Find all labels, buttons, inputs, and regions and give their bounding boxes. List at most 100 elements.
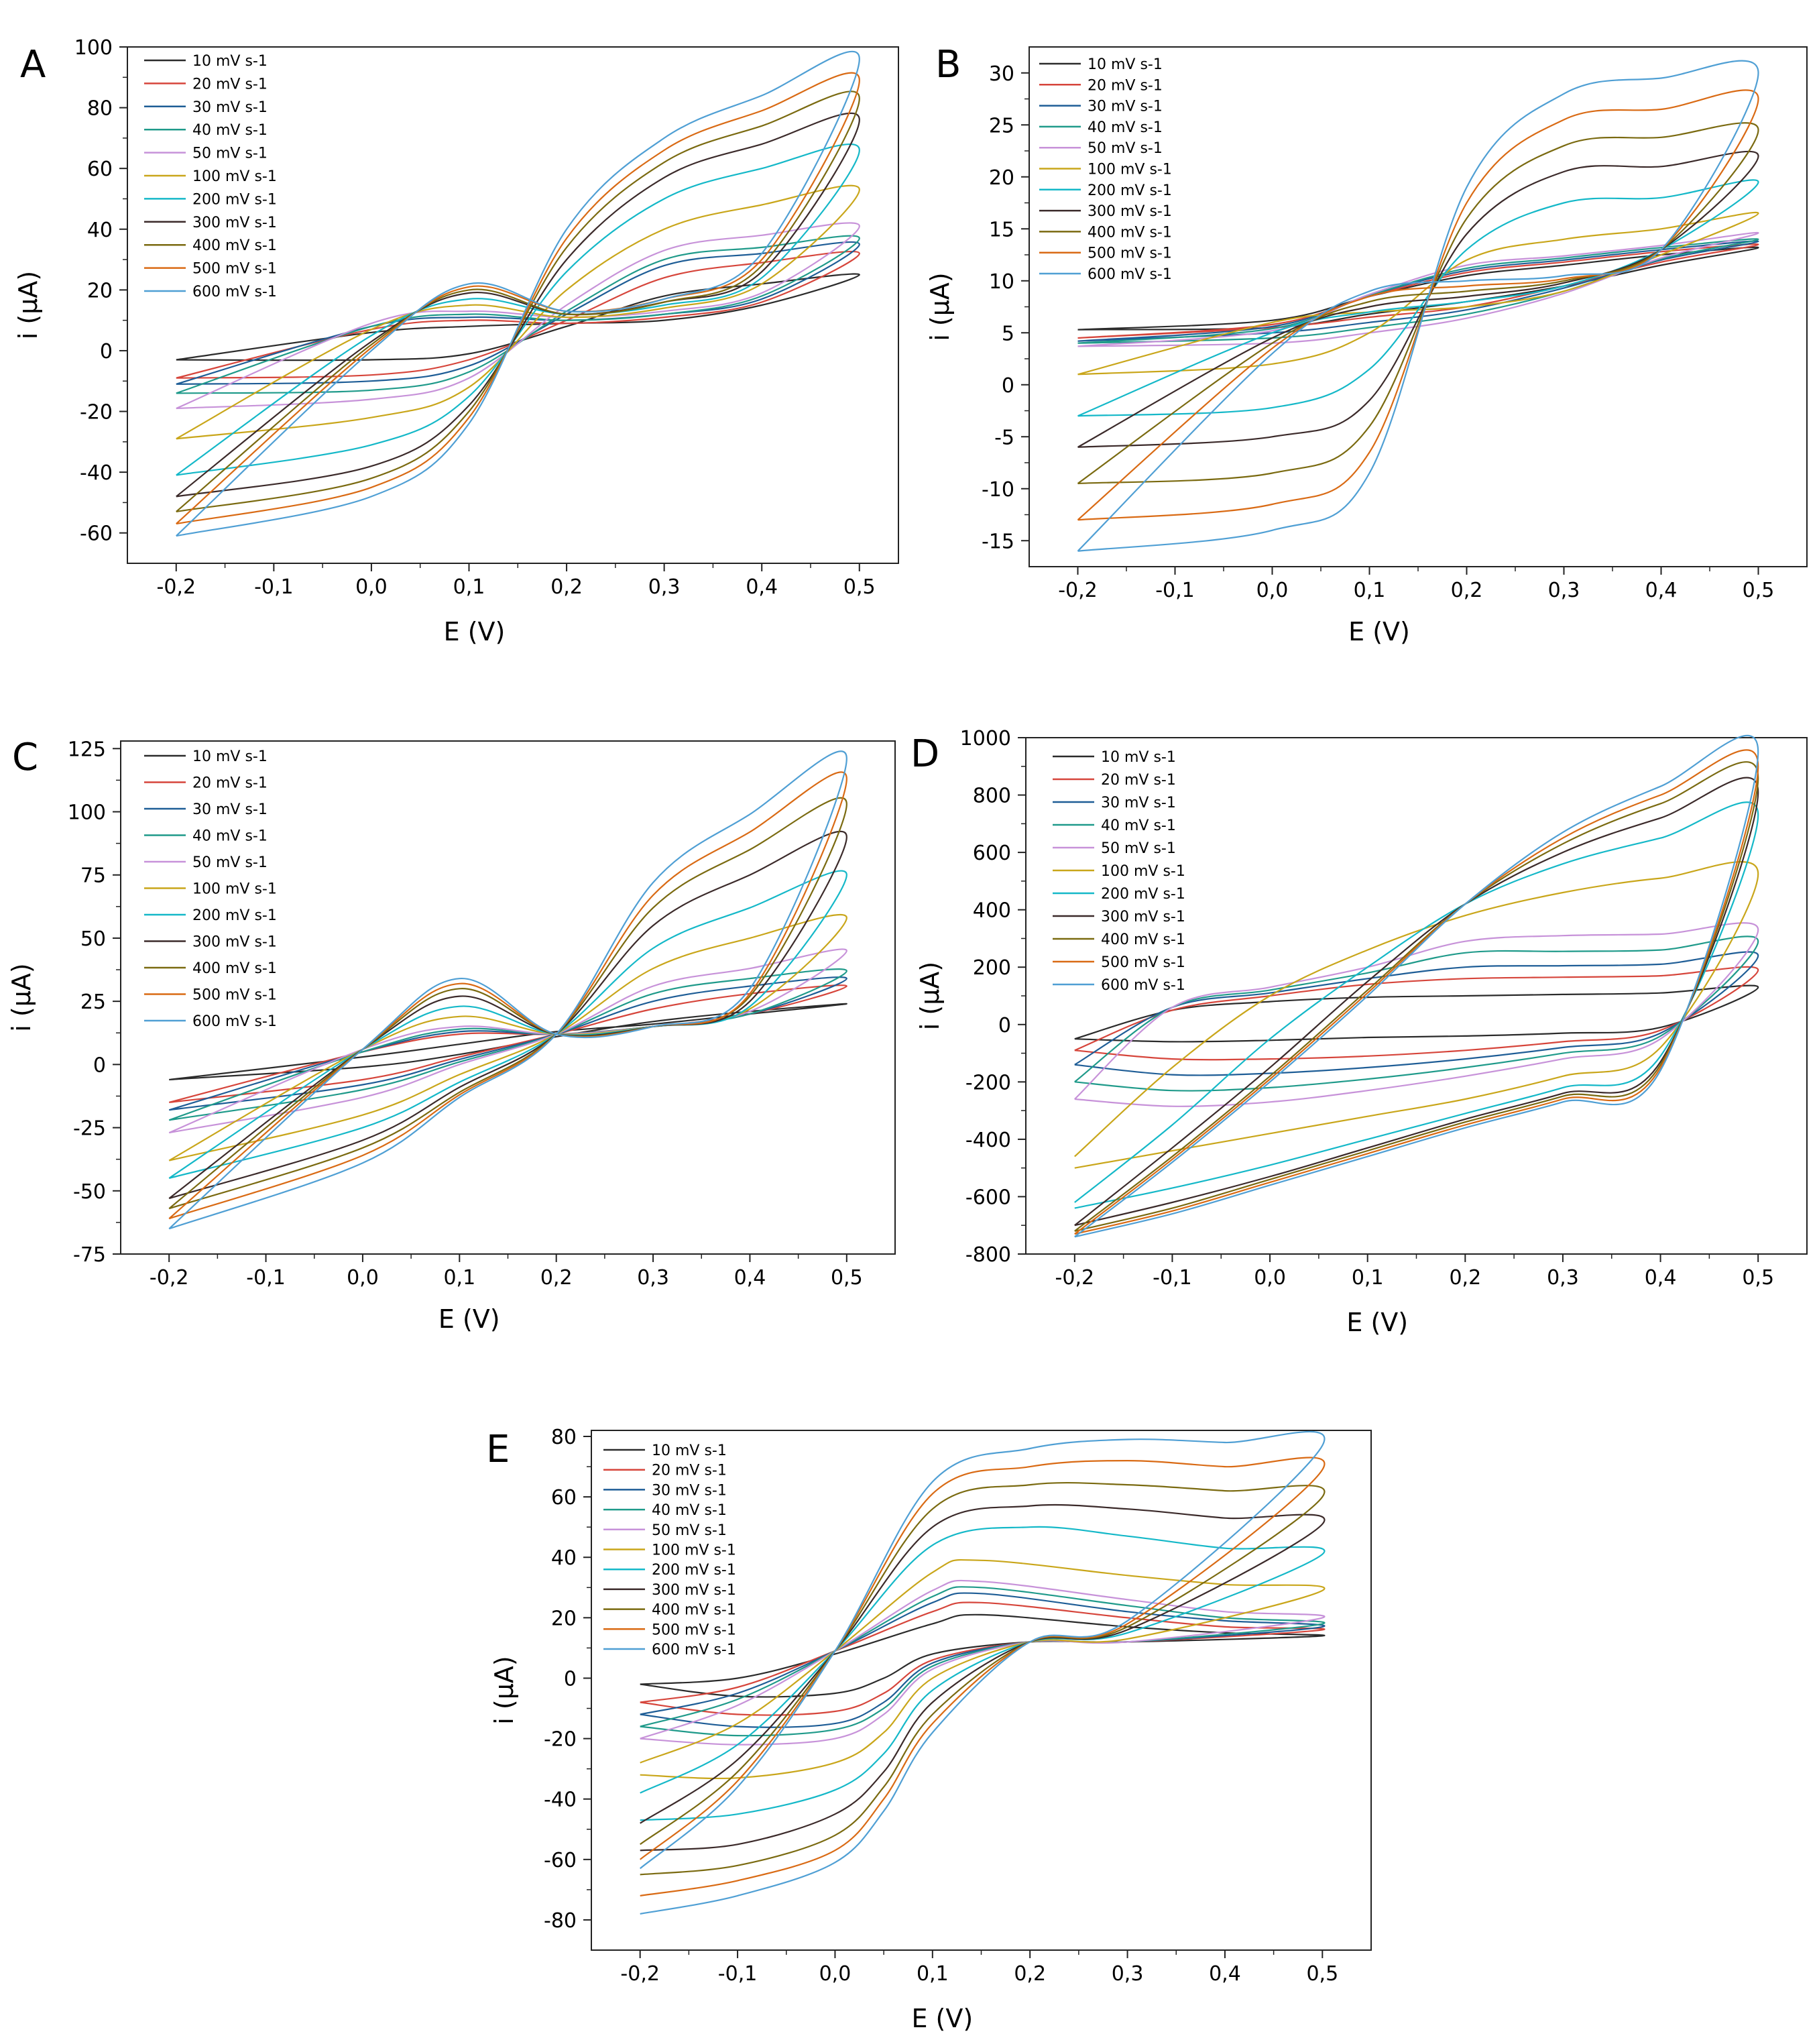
legend-entry: 20 mV s-1 [1101, 772, 1176, 789]
legend-entry: 20 mV s-1 [652, 1463, 727, 1479]
panel-label: B [935, 43, 961, 87]
cv-curve-200-mv [168, 870, 847, 1179]
legend-entry: 50 mV s-1 [192, 854, 268, 871]
legend-entry: 10 mV s-1 [192, 53, 268, 70]
cv-curve-20-mv [168, 984, 847, 1103]
cv-curve-30-mv [176, 241, 860, 385]
legend-entry: 40 mV s-1 [192, 122, 268, 139]
legend-entry: 30 mV s-1 [1101, 795, 1176, 811]
legend-entry: 30 mV s-1 [1088, 99, 1163, 115]
cv-curve-50-mv [640, 1579, 1326, 1746]
legend-entry: 600 mV s-1 [1101, 977, 1185, 994]
legend-entry: 40 mV s-1 [1101, 817, 1176, 834]
cv-curve-50-mv [168, 948, 847, 1134]
x-tick-label: 0,0 [1254, 1266, 1286, 1290]
cv-curve-200-mv [1074, 801, 1759, 1209]
x-tick-label: 0,2 [540, 1266, 573, 1290]
cv-curve-300-mv [1077, 150, 1759, 448]
cv-curve-10-mv [176, 273, 860, 361]
legend-entry: 200 mV s-1 [192, 907, 277, 924]
panel-b: B -0,2 -0,1 0,0 0,1 0,2 0,3 0,4 0,5 30 25 20 15 10 5 0 -… [925, 43, 1808, 646]
x-tick-label: 0,5 [831, 1266, 863, 1290]
legend-entry: 50 mV s-1 [652, 1522, 727, 1539]
legend-entry: 50 mV s-1 [192, 146, 268, 162]
y-tick-label: -400 [965, 1129, 1011, 1152]
y-tick-label: 100 [68, 801, 106, 825]
legend-entry: 40 mV s-1 [1088, 119, 1163, 136]
y-tick-label: 125 [68, 738, 106, 761]
x-tick-label: 0,5 [1306, 1962, 1338, 1986]
cv-curve-600-mv [639, 1430, 1326, 1915]
cv-curve-40-mv [640, 1586, 1326, 1737]
y-axis-label: i (µA) [7, 963, 36, 1031]
x-axis-label: E (V) [1348, 617, 1410, 646]
legend-entry: 500 mV s-1 [192, 987, 277, 1004]
legend-entry: 40 mV s-1 [192, 828, 268, 845]
legend-entry: 100 mV s-1 [192, 881, 277, 898]
y-tick-label: -200 [965, 1071, 1011, 1094]
cv-curve-500-mv [1077, 89, 1759, 521]
y-tick-label: -600 [965, 1186, 1011, 1209]
y-tick-label: -80 [544, 1909, 577, 1933]
cv-curve-400-mv [1074, 761, 1759, 1232]
x-tick-label: -0,1 [1153, 1266, 1192, 1290]
x-axis-label: E (V) [444, 617, 506, 646]
x-tick-label: 0,5 [843, 575, 876, 599]
x-tick-label: 0,0 [347, 1266, 379, 1290]
legend-entry: 10 mV s-1 [1088, 56, 1163, 73]
x-tick-label: -0,1 [1155, 579, 1195, 602]
legend-entry: 500 mV s-1 [1101, 954, 1185, 971]
legend-entry: 400 mV s-1 [652, 1602, 736, 1619]
panel-label: D [911, 732, 939, 776]
cv-curve-100-mv [176, 184, 860, 440]
x-tick-label: 0,4 [1209, 1962, 1241, 1986]
legend-entry: 100 mV s-1 [192, 168, 277, 185]
legend-entry: 500 mV s-1 [652, 1622, 736, 1638]
cv-curve-300-mv [640, 1503, 1326, 1852]
cv-curve-40-mv [176, 235, 860, 394]
x-tick-label: -0,2 [1058, 579, 1098, 602]
x-tick-label: -0,2 [157, 575, 196, 599]
legend-entry: 100 mV s-1 [652, 1542, 736, 1559]
legend-entry: 30 mV s-1 [192, 99, 268, 116]
cv-curve-30-mv [1074, 951, 1759, 1076]
y-tick-label: 5 [1002, 322, 1014, 345]
y-tick-label: -800 [965, 1243, 1011, 1267]
legend-entry: 400 mV s-1 [192, 960, 277, 977]
panel-e: E -0,2 -0,1 0,0 0,1 0,2 0,3 0,4 0,5 80 60 40 20 0 -20 -… [486, 1426, 1372, 2033]
y-tick-label: 20 [989, 166, 1014, 190]
y-tick-label: 600 [973, 842, 1011, 865]
legend-entry: 10 mV s-1 [652, 1442, 727, 1459]
y-tick-label: 25 [80, 990, 106, 1014]
panel-d: D -0,2 -0,1 0,0 0,1 0,2 0,3 0,4 0,5 1000 800 600 400… [911, 727, 1808, 1337]
legend-entry: 300 mV s-1 [1101, 909, 1185, 925]
cv-curve-50-mv [176, 222, 860, 410]
legend-entry: 400 mV s-1 [1101, 931, 1185, 948]
y-tick-label: -75 [73, 1243, 106, 1267]
cv-curve-600-mv [1077, 60, 1759, 552]
legend-entry: 500 mV s-1 [192, 261, 277, 278]
cv-curve-10-mv [1074, 984, 1759, 1043]
x-axis-label: E (V) [911, 2004, 973, 2033]
plot-frame [127, 46, 899, 564]
x-tick-label: 0,3 [637, 1266, 669, 1290]
x-tick-label: 0,1 [453, 575, 485, 599]
cv-curve-100-mv [640, 1558, 1326, 1780]
cv-curve-400-mv [1077, 122, 1759, 485]
y-tick-label: 75 [80, 864, 106, 888]
cv-curve-30-mv [168, 976, 847, 1111]
x-tick-label: 0,3 [1548, 579, 1580, 602]
y-tick-label: 0 [998, 1014, 1011, 1037]
legend-entry: 10 mV s-1 [192, 748, 268, 765]
legend-entry: 30 mV s-1 [192, 801, 268, 818]
legend-entry: 10 mV s-1 [1101, 749, 1176, 766]
legend-entry: 300 mV s-1 [652, 1582, 736, 1599]
cv-curve-200-mv [640, 1526, 1326, 1821]
cv-curve-50-mv [1077, 231, 1759, 347]
y-axis-label: i (µA) [489, 1656, 519, 1724]
y-tick-label: 30 [989, 62, 1014, 86]
y-tick-label: 20 [87, 279, 113, 302]
x-tick-label: 0,4 [1645, 579, 1678, 602]
cv-curve-30-mv [640, 1592, 1326, 1728]
